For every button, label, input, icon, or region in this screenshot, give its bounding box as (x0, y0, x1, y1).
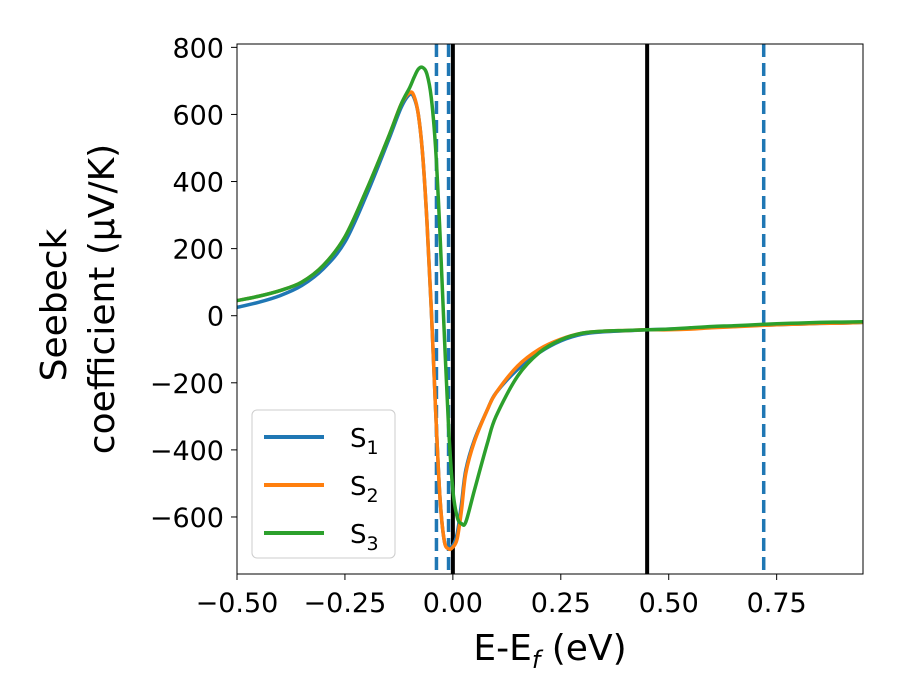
y-axis: −600 −400 −200 0 200 400 600 800 (150, 33, 237, 534)
x-tick-label: 0.00 (423, 588, 483, 619)
y-tick-label: 800 (172, 33, 224, 64)
x-tick-label: 0.50 (639, 588, 699, 619)
x-tick-label: 0.25 (531, 588, 591, 619)
y-tick-label: −600 (150, 503, 224, 534)
legend-label-s3: S3 (350, 520, 379, 555)
y-tick-label: 0 (207, 302, 224, 333)
series-line-s3 (237, 65, 863, 527)
x-axis-label: E-Ef (eV) (473, 628, 626, 674)
y-tick-label: −400 (150, 436, 224, 467)
y-axis-label-line1: Seebeck (34, 228, 75, 381)
x-tick-label: −0.25 (304, 588, 387, 619)
legend-label-s2: S2 (350, 472, 379, 507)
y-tick-label: 600 (172, 100, 224, 131)
y-tick-label: −200 (150, 369, 224, 400)
legend: S1 S2 S3 (251, 409, 396, 559)
x-tick-label: 0.75 (747, 588, 807, 619)
vertical-lines (434, 44, 766, 574)
x-axis-label-suffix: (eV) (540, 628, 626, 669)
x-axis: −0.50 −0.25 0.00 0.25 0.50 0.75 (196, 574, 807, 619)
y-tick-label: 200 (172, 235, 224, 266)
y-tick-label: 400 (172, 168, 224, 199)
y-axis-label-line2: coefficient (μV/K) (82, 144, 123, 454)
series-layer (237, 65, 863, 552)
x-axis-label-base: E-E (473, 628, 531, 669)
x-tick-label: −0.50 (196, 588, 279, 619)
legend-label-s1: S1 (350, 424, 379, 459)
y-axis-label: Seebeck coefficient (μV/K) (34, 144, 123, 454)
plot-frame (236, 43, 864, 575)
